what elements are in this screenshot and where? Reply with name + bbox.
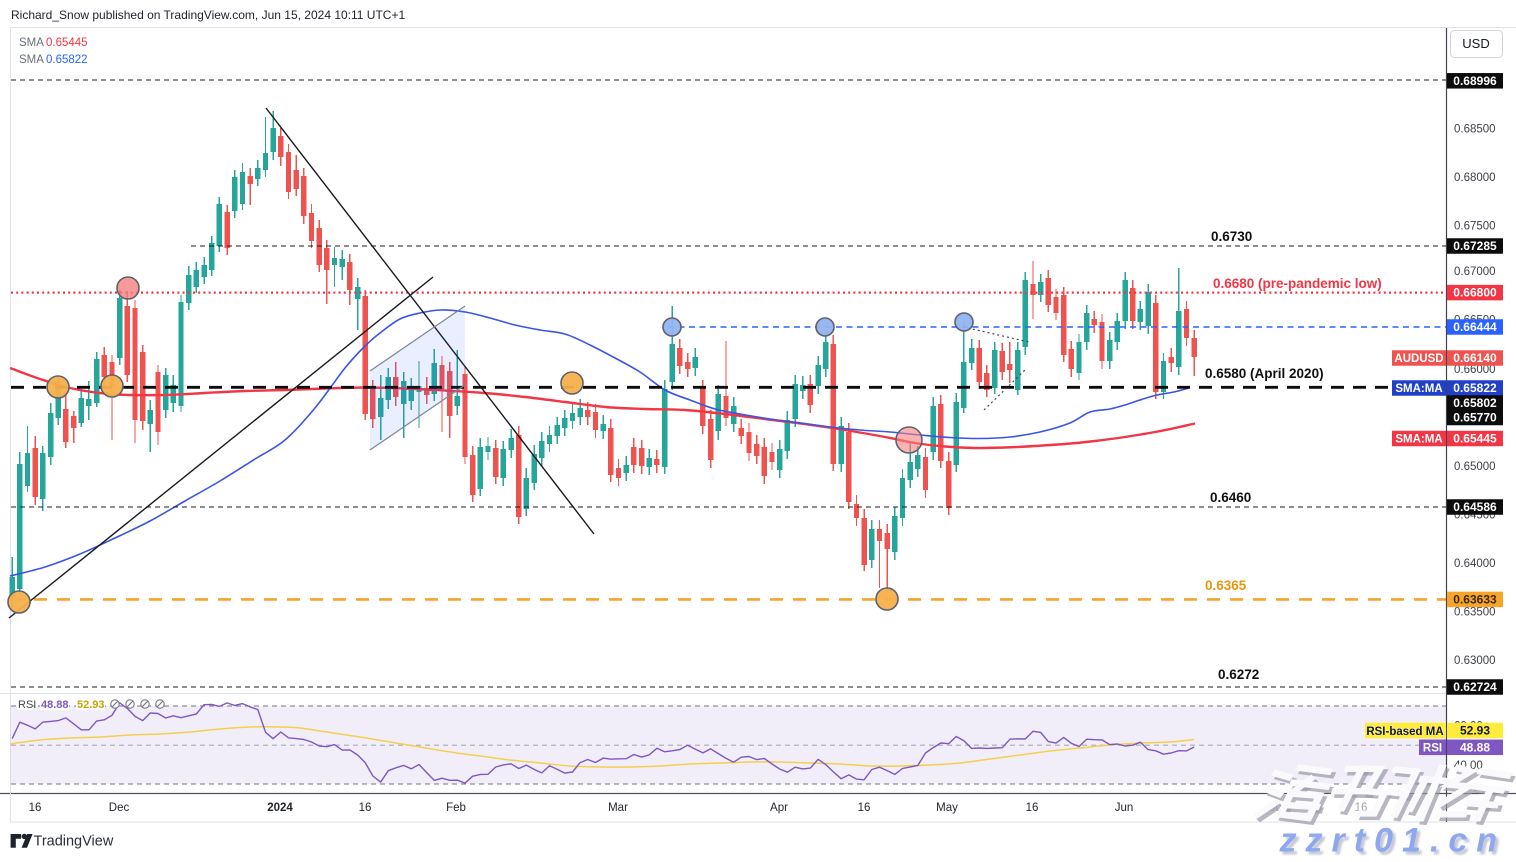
svg-text:SMA:MA: SMA:MA [1395,383,1442,395]
svg-text:RSI: RSI [1423,742,1442,754]
svg-text:0.67000: 0.67000 [1454,266,1496,278]
svg-text:16: 16 [858,802,871,814]
svg-text:48.88: 48.88 [41,699,69,711]
svg-text:0.67500: 0.67500 [1454,220,1496,232]
svg-text:0.62724: 0.62724 [1453,680,1497,694]
svg-text:0.63500: 0.63500 [1454,607,1496,619]
svg-text:USD: USD [1462,36,1489,51]
svg-text:0.68996: 0.68996 [1453,74,1497,88]
svg-text:0.64586: 0.64586 [1453,500,1497,514]
svg-text:0.6730: 0.6730 [1211,229,1252,244]
svg-text:0.65445: 0.65445 [1453,432,1497,446]
svg-text:Dec: Dec [109,802,130,814]
svg-text:Mar: Mar [608,802,628,814]
svg-text:16: 16 [1026,802,1039,814]
svg-text:0.66000: 0.66000 [1454,364,1496,376]
svg-text:May: May [936,802,958,814]
svg-text:0.6580 (April 2020): 0.6580 (April 2020) [1205,366,1324,381]
svg-text:0.66140: 0.66140 [1453,351,1497,365]
svg-text:0.65445: 0.65445 [46,37,88,49]
svg-text:0.68500: 0.68500 [1454,123,1496,135]
svg-text:0.65802: 0.65802 [1453,396,1497,410]
svg-text:SMA: SMA [19,54,44,66]
svg-text:RSI-based MA: RSI-based MA [1367,726,1444,738]
svg-text:0.6272: 0.6272 [1218,667,1259,682]
svg-text:16: 16 [29,802,42,814]
svg-text:0.6680 (pre-pandemic low): 0.6680 (pre-pandemic low) [1213,276,1382,291]
svg-text:0.65822: 0.65822 [46,54,88,66]
svg-text:52.93: 52.93 [77,699,105,711]
svg-text:0.6365: 0.6365 [1205,578,1247,593]
svg-text:52.93: 52.93 [1460,724,1490,738]
svg-text:48.88: 48.88 [1460,740,1490,754]
svg-text:RSI-based MA: RSI-based MA [1366,726,1443,738]
svg-text:RSI: RSI [18,699,36,711]
svg-text:Apr: Apr [770,802,788,814]
svg-text:AUDUSD: AUDUSD [1394,353,1443,365]
svg-text:TradingView: TradingView [34,834,114,850]
svg-text:16: 16 [359,802,372,814]
svg-text:0.63633: 0.63633 [1453,592,1497,606]
svg-text:Jun: Jun [1115,802,1134,814]
svg-text:0.65770: 0.65770 [1453,411,1497,425]
svg-text:0.63000: 0.63000 [1454,655,1496,667]
svg-text:0.6460: 0.6460 [1210,490,1251,505]
svg-text:0.64000: 0.64000 [1454,558,1496,570]
svg-text:0.68000: 0.68000 [1454,172,1496,184]
svg-text:SMA:MA: SMA:MA [1395,434,1442,446]
svg-text:SMA: SMA [19,37,44,49]
svg-text:0.65000: 0.65000 [1454,461,1496,473]
svg-text:0.67285: 0.67285 [1453,239,1497,253]
svg-text:0.66444: 0.66444 [1453,320,1497,334]
svg-text:2024: 2024 [267,802,293,814]
svg-text:Richard_Snow published on Trad: Richard_Snow published on TradingView.co… [11,8,405,22]
svg-text:0.65822: 0.65822 [1453,381,1497,395]
svg-text:0.66800: 0.66800 [1453,286,1497,300]
svg-text:zzrt01.cn: zzrt01.cn [1279,822,1507,858]
svg-text:Feb: Feb [446,802,466,814]
